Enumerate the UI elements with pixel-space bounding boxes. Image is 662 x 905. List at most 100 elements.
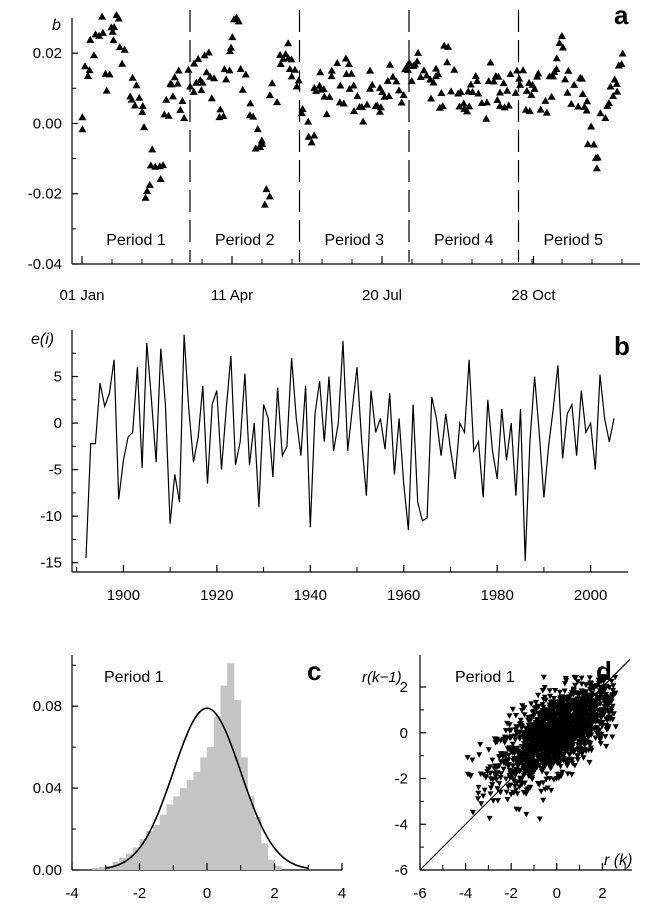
panel-a-y-tick-label: 0.02 <box>33 45 62 62</box>
panel-a-data-point <box>403 65 412 73</box>
panel-d-data-point <box>563 678 570 684</box>
panel-d-data-point <box>554 718 561 724</box>
panel-d-data-point <box>587 680 594 686</box>
panel-d-data-point <box>506 713 513 719</box>
panel-d-data-point <box>480 793 487 799</box>
panel-d-data-point <box>592 735 599 741</box>
panel-a-data-point <box>341 54 350 62</box>
panel-a-data-point <box>397 98 406 106</box>
panel-d-data-point <box>603 723 610 729</box>
panel-a-data-point <box>434 70 443 78</box>
panel-b-y-tick-label: 0 <box>54 415 62 432</box>
panel-d-data-point <box>580 755 587 761</box>
panel-a-data-point <box>604 99 613 107</box>
panel-d-x-tick-label: 0 <box>553 885 561 902</box>
panel-a-data-point <box>140 123 149 131</box>
panel-d-data-point <box>512 733 519 739</box>
panel-d-data-point <box>487 764 494 770</box>
panel-d-data-point <box>561 688 568 694</box>
panel-d-data-point <box>518 781 525 787</box>
panel-d-data-point <box>494 786 501 792</box>
panel-a-data-point <box>197 86 206 94</box>
panel-a-data-point <box>174 66 183 74</box>
panel-d-data-point <box>491 736 498 742</box>
panel-d-data-point <box>598 693 605 699</box>
panel-a-data-point <box>363 100 372 108</box>
panel-a-data-point <box>276 50 285 58</box>
panel-b-y-ticks: 5 0 -5 -10 -15 <box>40 352 78 572</box>
panel-a-data-point <box>207 94 216 102</box>
panel-d-data-point <box>542 786 549 793</box>
panel-d-data-point <box>514 724 521 730</box>
panel-a-data-point <box>593 153 602 161</box>
panel-c-x-tick-label: 0 <box>203 885 211 902</box>
panel-a-data-point <box>447 87 456 95</box>
panel-d-data-point <box>558 735 565 742</box>
panel-d-data-point <box>574 753 581 759</box>
panel-d-data-point <box>570 692 577 698</box>
panel-d-x-ticks: -6 -4 -2 0 2 <box>413 863 626 902</box>
panel-d-data-point <box>496 780 503 787</box>
panel-d-data-point <box>594 701 600 708</box>
panel-d-data-point <box>553 776 560 782</box>
panel-d-data-point <box>539 734 546 741</box>
panel-d-data-point <box>492 763 499 769</box>
panel-d-data-point <box>576 708 583 714</box>
panel-a-data-point <box>606 82 615 90</box>
panel-a-data-point <box>534 69 543 77</box>
panel-a-data-point <box>236 65 245 73</box>
panel-a-data-point <box>549 72 558 80</box>
panel-a-data-point <box>327 72 336 80</box>
panel-a-data-point <box>589 140 598 148</box>
panel-b-y-tick-label: -5 <box>49 462 62 479</box>
panel-a-data-point <box>499 79 508 87</box>
panel-a-data-point <box>164 111 173 119</box>
panel-a-data-point <box>210 74 219 82</box>
panel-a-data-point <box>162 95 171 103</box>
panel-a-data-point <box>200 51 209 59</box>
panel-a-data-point <box>359 117 368 125</box>
panel-d-data-point <box>562 676 569 682</box>
panel-d-data-point <box>597 737 604 743</box>
panel-c-histogram-bar <box>254 816 262 870</box>
panel-a-data-point <box>204 48 213 56</box>
panel-c-histogram-bar <box>200 757 208 870</box>
panel-a-data-point <box>219 112 228 120</box>
panel-a-x-tick-label: 20 Jul <box>362 287 402 304</box>
panel-d-data-point <box>509 741 516 748</box>
panel-d-data-point <box>547 693 554 700</box>
panel-a-data-point <box>268 79 277 87</box>
panel-a-data-point <box>222 75 231 83</box>
panel-a-data-point <box>463 107 472 115</box>
panel-b-ylabel-text: e(i) <box>31 331 54 348</box>
panel-d-data-point <box>567 733 574 740</box>
panel-d-data-point <box>602 704 609 710</box>
panel-d-data-point <box>501 736 508 743</box>
panel-a-data-point <box>132 81 141 89</box>
panel-a-data-point <box>385 60 394 68</box>
panel-a-data-point <box>127 95 136 103</box>
panel-d-data-point <box>476 752 483 758</box>
panel-d-data-point <box>612 690 619 697</box>
panel-a-data-point <box>375 107 384 115</box>
panel-d-data-point <box>552 727 559 733</box>
panel-d-data-point <box>481 787 488 794</box>
panel-a-data-point <box>583 97 592 105</box>
panel-a-data-point <box>405 59 414 67</box>
panel-d-data-point <box>504 797 511 803</box>
panel-a-data-point <box>180 114 189 122</box>
panel-a-period-labels: Period 1 Period 2 Period 3 Period 4 Period 5 <box>106 232 603 249</box>
panel-a-data-point <box>489 77 498 85</box>
panel-a-data-point <box>456 87 465 95</box>
panel-b-y-tick-label: -10 <box>40 508 62 525</box>
panel-d-data-point <box>497 759 504 765</box>
panel-d-data-point <box>598 732 605 738</box>
panel-d-data-point <box>477 771 484 777</box>
panel-a-data-point <box>156 175 165 183</box>
panel-d-data-point <box>603 716 610 722</box>
panel-a-data-point <box>570 80 579 88</box>
panel-d-data-point <box>506 762 512 768</box>
panel-d-data-point <box>548 787 555 794</box>
panel-a-data-point <box>413 57 422 65</box>
panel-d-data-point <box>490 798 497 804</box>
